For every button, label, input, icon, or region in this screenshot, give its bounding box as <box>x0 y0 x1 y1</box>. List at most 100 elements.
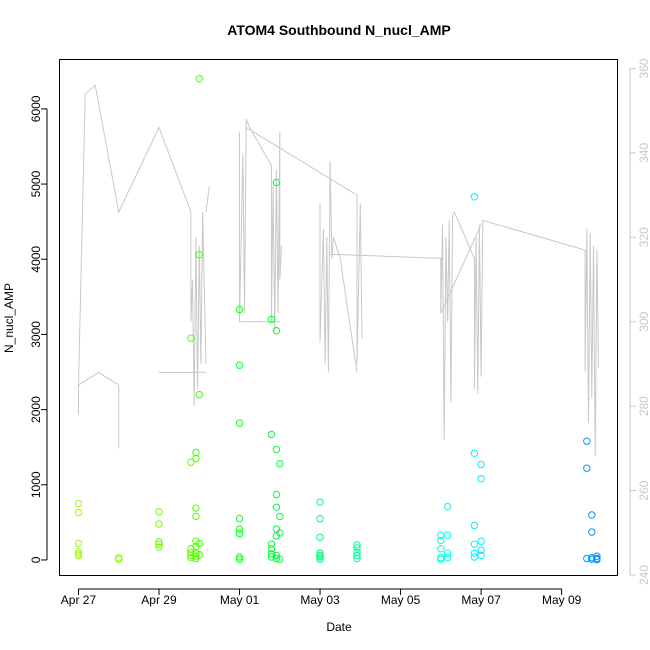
data-point <box>437 536 445 545</box>
data-point <box>235 525 244 533</box>
data-point <box>195 551 204 559</box>
data-point <box>74 508 83 517</box>
data-point <box>272 327 281 335</box>
data-point <box>195 75 204 83</box>
data-point <box>353 554 361 563</box>
trace-segment <box>239 118 282 331</box>
data-point <box>583 464 591 472</box>
data-point <box>276 555 284 563</box>
trace-segment <box>78 84 207 415</box>
data-point <box>267 545 276 553</box>
data-point <box>235 361 244 369</box>
x-tick-label: May 01 <box>220 593 260 607</box>
x-tick-label: Apr 27 <box>61 593 97 607</box>
data-point <box>235 553 244 561</box>
y-tick-label: 5000 <box>29 170 43 197</box>
data-point <box>192 552 200 560</box>
data-point <box>187 334 195 342</box>
data-point <box>155 508 163 516</box>
data-point <box>477 537 485 545</box>
data-point <box>272 554 281 563</box>
x-axis-label: Date <box>326 620 352 634</box>
data-point <box>155 540 163 548</box>
y-tick-label: 3000 <box>29 321 43 348</box>
data-point <box>477 460 485 469</box>
y2-tick-label: 360 <box>637 58 650 78</box>
x-tick-label: May 09 <box>542 593 582 607</box>
data-point <box>437 545 445 553</box>
data-point <box>187 548 195 557</box>
chart-title: ATOM4 Southbound N_nucl_AMP <box>227 22 450 38</box>
data-point <box>477 475 485 483</box>
data-point <box>235 305 244 314</box>
data-point <box>443 531 452 539</box>
data-point <box>192 448 200 457</box>
trace-segment <box>78 371 120 449</box>
data-point <box>272 503 281 511</box>
plot-area <box>59 59 618 576</box>
y-axis: 0 1000 2000 3000 4000 5000 6000 <box>29 95 48 563</box>
data-point <box>235 419 244 427</box>
data-point <box>470 553 479 561</box>
trace-segment <box>330 210 599 457</box>
trace-segment <box>440 224 482 314</box>
y2-tick-label: 340 <box>637 143 650 163</box>
temperature-trace-layer <box>78 84 599 457</box>
data-point <box>74 548 83 556</box>
data-point <box>74 539 83 548</box>
data-point <box>443 549 452 557</box>
x-tick-label: Apr 29 <box>141 593 177 607</box>
data-point <box>470 521 479 530</box>
y-tick-label: 1000 <box>29 471 43 498</box>
y2-tick-label: 280 <box>637 396 650 416</box>
data-point <box>276 529 284 537</box>
data-point <box>192 454 200 463</box>
data-point <box>115 554 123 562</box>
data-point <box>477 546 485 554</box>
data-point <box>267 430 276 439</box>
data-point <box>192 512 200 521</box>
y2-tick-label: 320 <box>637 227 650 247</box>
data-point <box>593 552 601 560</box>
data-point <box>74 551 83 560</box>
y-tick-label: 6000 <box>29 95 43 122</box>
data-point <box>583 554 591 563</box>
data-point <box>195 390 204 399</box>
y2-tick-label: 260 <box>637 480 650 500</box>
y2-tick-label: 300 <box>637 311 650 331</box>
y-tick-label: 2000 <box>29 396 43 423</box>
data-point <box>443 554 452 562</box>
data-point <box>195 251 204 259</box>
data-point <box>267 553 276 561</box>
y-tick-label: 4000 <box>29 246 43 273</box>
x-tick-label: May 05 <box>381 593 421 607</box>
data-point <box>588 528 596 536</box>
y2-axis: 240 260 280 300 320 340 360 <box>629 58 650 585</box>
data-point <box>316 553 324 561</box>
data-point <box>276 512 284 521</box>
data-point <box>267 315 276 324</box>
data-point <box>272 490 281 499</box>
data-point <box>316 555 324 563</box>
data-point <box>235 555 244 563</box>
data-point <box>272 178 281 187</box>
data-point <box>272 445 281 454</box>
data-point <box>155 538 163 546</box>
data-point <box>267 550 276 558</box>
data-point <box>470 540 479 548</box>
data-point <box>353 541 361 549</box>
data-point <box>470 449 479 457</box>
data-point <box>115 555 123 563</box>
y-axis-label: N_nucl_AMP <box>2 283 16 353</box>
data-point <box>316 498 324 506</box>
data-point <box>235 514 244 523</box>
data-point <box>477 551 485 560</box>
data-point <box>316 514 324 523</box>
data-point <box>187 458 195 466</box>
x-tick-label: May 03 <box>300 593 340 607</box>
data-point <box>195 539 204 548</box>
x-tick-label: May 07 <box>461 593 501 607</box>
amp-points-layer <box>74 75 601 564</box>
